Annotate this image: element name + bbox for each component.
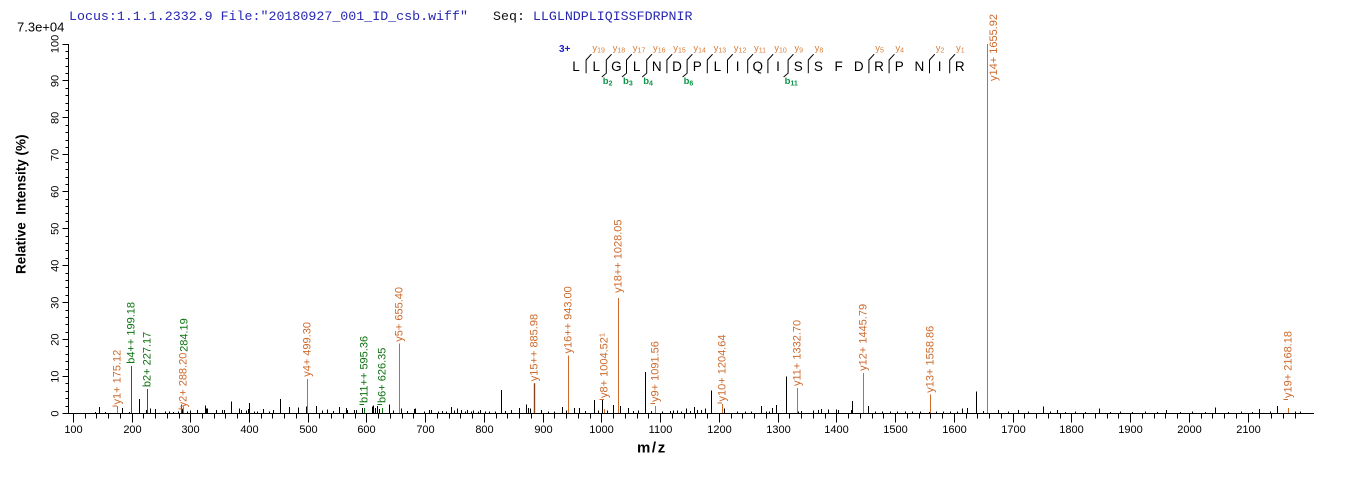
svg-text:1200: 1200 (707, 424, 731, 436)
svg-text:S: S (814, 59, 823, 74)
svg-text:b3: b3 (623, 76, 633, 88)
svg-text:y13+ 1558.86: y13+ 1558.86 (925, 326, 937, 393)
svg-text:y8+ 1004.521: y8+ 1004.521 (598, 333, 611, 398)
svg-text:1000: 1000 (589, 424, 613, 436)
svg-text:1600: 1600 (942, 424, 966, 436)
svg-text:200: 200 (123, 424, 141, 436)
svg-text:1300: 1300 (766, 424, 790, 436)
svg-text:60: 60 (50, 186, 62, 198)
svg-text:y1+ 175.12: y1+ 175.12 (112, 350, 124, 405)
svg-text:y13: y13 (714, 43, 727, 55)
svg-text:y16: y16 (653, 43, 666, 55)
svg-text:P: P (895, 59, 904, 74)
svg-text:b11: b11 (785, 76, 798, 88)
svg-text:70: 70 (50, 149, 62, 161)
svg-text:L: L (714, 59, 722, 74)
svg-text:2000: 2000 (1177, 424, 1201, 436)
svg-text:I: I (736, 59, 740, 74)
svg-text:b6+ 626.35: b6+ 626.35 (377, 348, 389, 403)
svg-text:y2+ 288.20: y2+ 288.20 (178, 353, 190, 408)
svg-text:D: D (672, 59, 682, 74)
svg-text:0: 0 (50, 410, 62, 416)
svg-text:1800: 1800 (1059, 424, 1083, 436)
svg-text:y15: y15 (673, 43, 686, 55)
svg-text:R: R (955, 59, 965, 74)
svg-text:100: 100 (50, 35, 62, 53)
svg-text:y10: y10 (774, 43, 787, 55)
svg-text:Relative Intensity (%): Relative Intensity (%) (14, 134, 29, 274)
svg-text:y14+ 1655.92: y14+ 1655.92 (988, 14, 1000, 81)
svg-text:800: 800 (475, 424, 493, 436)
svg-text:y5+ 655.40: y5+ 655.40 (394, 287, 406, 342)
svg-text:1100: 1100 (649, 424, 673, 436)
svg-text:b2+ 227.17: b2+ 227.17 (142, 332, 154, 387)
svg-text:m/z: m/z (637, 440, 667, 457)
svg-text:y15++ 885.98: y15++ 885.98 (529, 314, 541, 381)
svg-text:1900: 1900 (1118, 424, 1142, 436)
svg-text:y2: y2 (936, 43, 945, 55)
svg-text:300: 300 (181, 424, 199, 436)
svg-text:y5: y5 (875, 43, 884, 55)
svg-text:y17: y17 (633, 43, 646, 55)
svg-text:y11: y11 (754, 43, 766, 55)
svg-text:y4: y4 (895, 43, 904, 55)
svg-text:3+: 3+ (559, 44, 571, 55)
svg-text:700: 700 (416, 424, 434, 436)
svg-text:y10+ 1204.64: y10+ 1204.64 (717, 335, 729, 402)
svg-text:y12: y12 (734, 43, 747, 55)
svg-text:y12+ 1445.79: y12+ 1445.79 (858, 304, 870, 371)
svg-text:20: 20 (50, 333, 62, 345)
svg-text:1400: 1400 (824, 424, 848, 436)
svg-text:I: I (776, 59, 780, 74)
svg-text:y19+ 2168.18: y19+ 2168.18 (1283, 331, 1295, 398)
svg-text:R: R (874, 59, 884, 74)
svg-text:b11++ 595.36: b11++ 595.36 (359, 336, 371, 403)
svg-text:b6: b6 (684, 76, 694, 88)
svg-text:b4++ 199.18: b4++ 199.18 (126, 302, 138, 364)
svg-text:50: 50 (50, 223, 62, 235)
svg-text:L: L (572, 59, 580, 74)
svg-text:P: P (693, 59, 702, 74)
svg-text:1700: 1700 (1001, 424, 1025, 436)
svg-text:90: 90 (50, 75, 62, 87)
svg-text:G: G (611, 59, 622, 74)
svg-text:600: 600 (357, 424, 375, 436)
svg-text:L: L (633, 59, 641, 74)
svg-text:Seq: LLGLNDPLIQISSFDRPNIR: Seq: LLGLNDPLIQISSFDRPNIR (493, 9, 693, 24)
svg-text:400: 400 (240, 424, 258, 436)
svg-text:L: L (592, 59, 600, 74)
svg-text:y9+ 1091.56: y9+ 1091.56 (650, 341, 662, 402)
svg-text:y19: y19 (592, 43, 605, 55)
svg-text:7.3e+04: 7.3e+04 (17, 20, 64, 35)
svg-text:2100: 2100 (1236, 424, 1260, 436)
svg-text:F: F (834, 59, 842, 74)
svg-text:284.19: 284.19 (179, 318, 191, 352)
svg-text:y11+ 1332.70: y11+ 1332.70 (792, 320, 804, 386)
svg-text:Locus:1.1.1.2332.9 File:"20180: Locus:1.1.1.2332.9 File:"20180927_001_ID… (69, 9, 468, 24)
svg-text:40: 40 (50, 260, 62, 272)
svg-text:500: 500 (299, 424, 317, 436)
svg-text:y1: y1 (956, 43, 965, 55)
svg-text:900: 900 (534, 424, 552, 436)
svg-text:100: 100 (64, 424, 82, 436)
svg-text:N: N (915, 59, 925, 74)
svg-text:b2: b2 (603, 76, 613, 88)
svg-text:30: 30 (50, 297, 62, 309)
svg-text:I: I (938, 59, 942, 74)
svg-text:y18: y18 (613, 43, 626, 55)
svg-text:1500: 1500 (883, 424, 907, 436)
svg-text:Q: Q (753, 59, 764, 74)
svg-text:y9: y9 (794, 43, 803, 55)
svg-text:S: S (794, 59, 803, 74)
svg-text:y4+ 499.30: y4+ 499.30 (302, 322, 314, 377)
svg-text:y18++ 1028.05: y18++ 1028.05 (613, 219, 625, 292)
svg-text:y14: y14 (693, 43, 706, 55)
svg-text:N: N (652, 59, 662, 74)
svg-text:y16++ 943.00: y16++ 943.00 (563, 286, 575, 353)
svg-text:10: 10 (50, 370, 62, 382)
svg-text:b4: b4 (643, 76, 653, 88)
svg-text:80: 80 (50, 112, 62, 124)
svg-text:D: D (854, 59, 864, 74)
svg-text:y8: y8 (815, 43, 824, 55)
